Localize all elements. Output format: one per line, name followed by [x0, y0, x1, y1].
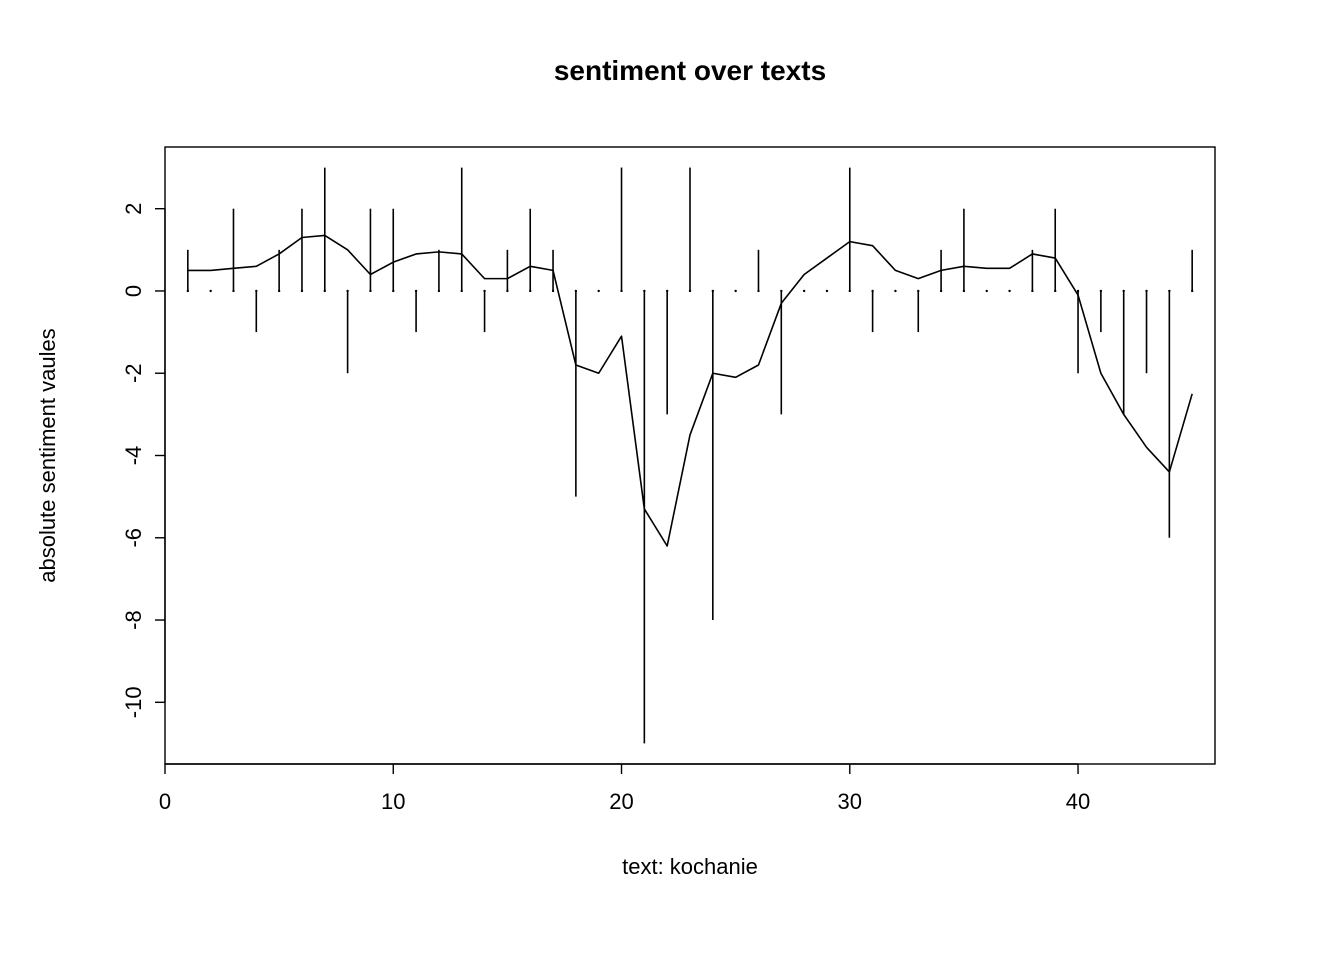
zero-dot — [209, 290, 211, 292]
y-tick-label: -2 — [121, 363, 146, 383]
zero-dot — [734, 290, 736, 292]
zero-dot — [894, 290, 896, 292]
y-axis-label: absolute sentiment vaules — [35, 328, 60, 582]
zero-dot — [803, 290, 805, 292]
y-tick-label: -6 — [121, 528, 146, 548]
x-tick-label: 40 — [1066, 789, 1090, 814]
y-tick-label: 2 — [121, 203, 146, 215]
x-tick-label: 30 — [838, 789, 862, 814]
x-tick-label: 20 — [609, 789, 633, 814]
x-tick-label: 0 — [159, 789, 171, 814]
y-tick-label: -4 — [121, 446, 146, 466]
zero-dot — [826, 290, 828, 292]
chart-title: sentiment over texts — [554, 55, 826, 86]
y-tick-label: -8 — [121, 610, 146, 630]
sentiment-chart: sentiment over texts text: kochanie abso… — [0, 0, 1344, 960]
zero-dot — [986, 290, 988, 292]
y-tick-label: 0 — [121, 285, 146, 297]
zero-dot — [597, 290, 599, 292]
x-tick-label: 10 — [381, 789, 405, 814]
chart-background — [0, 0, 1344, 960]
x-axis-label: text: kochanie — [622, 854, 758, 879]
zero-dot — [1008, 290, 1010, 292]
y-tick-label: -10 — [121, 686, 146, 718]
